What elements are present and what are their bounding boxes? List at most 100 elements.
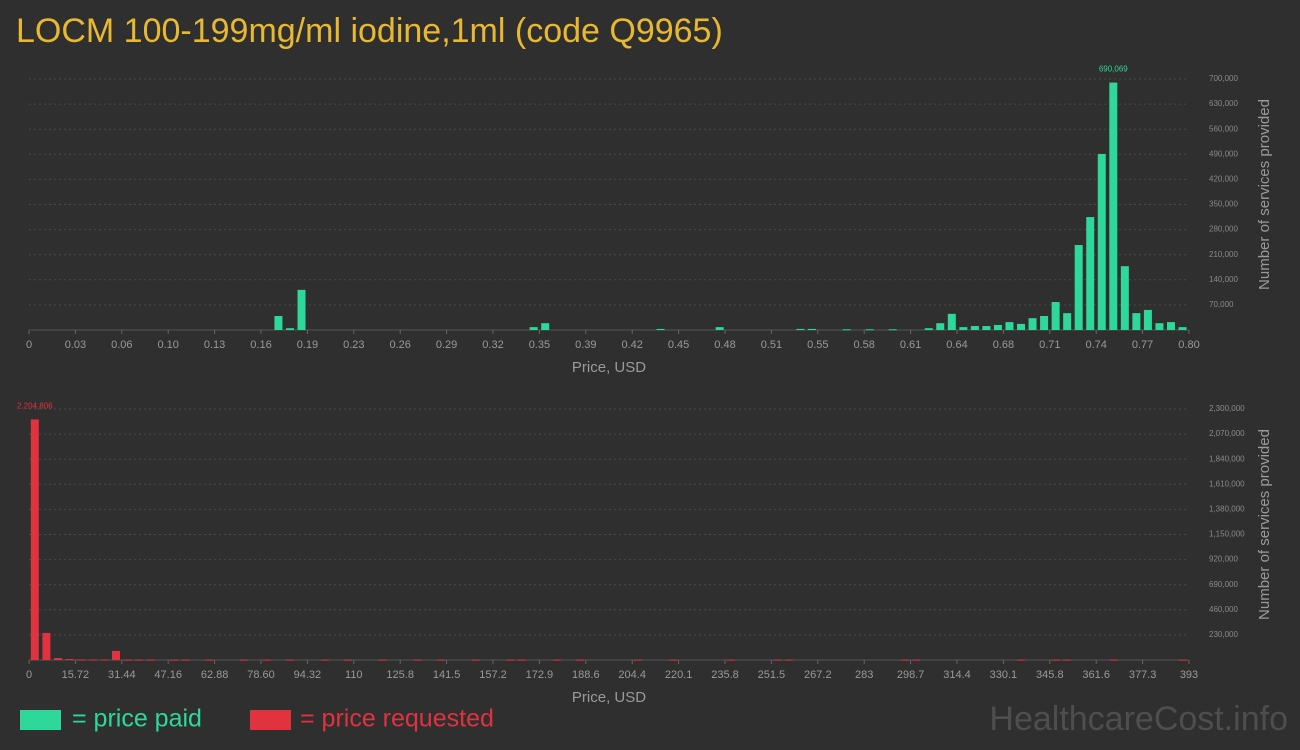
bar (715, 327, 724, 330)
bar (959, 327, 968, 330)
bar (1051, 659, 1060, 661)
x-tick-label: 0.16 (250, 339, 271, 351)
bar (100, 659, 109, 661)
y-tick-label: 210,000 (1209, 250, 1238, 259)
x-tick-label: 283 (855, 669, 873, 681)
bar (239, 659, 248, 661)
bar (344, 659, 352, 661)
bar (993, 324, 1002, 330)
y-tick-label: 490,000 (1209, 149, 1238, 158)
bar (1074, 245, 1083, 330)
x-tick-label: 0.51 (761, 339, 782, 351)
y-tick-label: 1,840,000 (1209, 454, 1245, 463)
bar (541, 323, 550, 330)
legend-label: = price requested (300, 705, 494, 733)
x-tick-label: 0.45 (668, 339, 689, 351)
x-tick-label: 0.42 (621, 339, 642, 351)
data-label: 690,069 (1099, 65, 1128, 74)
x-tick-label: 78.60 (247, 669, 275, 681)
bar (413, 659, 422, 661)
x-tick-label: 0.39 (575, 339, 596, 351)
bar (970, 326, 979, 330)
bar (1109, 659, 1118, 661)
bar (320, 659, 329, 661)
bar (123, 659, 132, 661)
y-tick-label: 140,000 (1209, 275, 1238, 284)
x-tick-label: 0.29 (436, 339, 457, 351)
bar (552, 659, 561, 661)
y-tick-label: 1,150,000 (1209, 530, 1245, 539)
x-tick-label: 0.74 (1085, 339, 1106, 351)
bar (297, 289, 306, 330)
x-tick-label: 314.4 (943, 669, 971, 681)
y-tick-label: 690,000 (1209, 580, 1238, 589)
y-axis-label: Number of services provided (1256, 429, 1273, 620)
page-title: LOCM 100-199mg/ml iodine,1ml (code Q9965… (16, 12, 723, 50)
x-tick-label: 94.32 (294, 669, 322, 681)
y-tick-label: 560,000 (1209, 124, 1238, 133)
data-label: 2,204,806 (17, 401, 53, 410)
bar (65, 659, 74, 661)
x-tick-label: 0.55 (807, 339, 828, 351)
y-tick-label: 420,000 (1209, 175, 1238, 184)
x-tick-label: 0.64 (946, 339, 967, 351)
y-tick-label: 230,000 (1209, 630, 1238, 639)
x-tick-label: 0.68 (993, 339, 1014, 351)
bar (1179, 659, 1188, 661)
bar (726, 659, 735, 661)
bar (936, 323, 945, 330)
x-tick-label: 0.13 (204, 339, 225, 351)
bar (796, 328, 805, 330)
bar (1166, 322, 1175, 330)
bar (1040, 316, 1049, 330)
bar (181, 659, 190, 661)
x-tick-label: 0.23 (343, 339, 364, 351)
x-tick-label: 0 (26, 339, 32, 351)
bar (1178, 327, 1187, 330)
y-tick-label: 2,070,000 (1209, 429, 1245, 438)
bar (656, 328, 665, 330)
bar (576, 659, 584, 661)
x-tick-label: 330.1 (990, 669, 1018, 681)
y-tick-label: 1,610,000 (1209, 479, 1245, 488)
bar (274, 316, 283, 330)
bar (1017, 323, 1026, 330)
bar (773, 659, 782, 661)
x-tick-label: 15.72 (62, 669, 90, 681)
bar (1016, 659, 1025, 661)
y-tick-label: 70,000 (1209, 300, 1234, 309)
bar (1063, 313, 1072, 330)
y-tick-label: 1,380,000 (1209, 505, 1245, 514)
bar (146, 659, 155, 661)
x-tick-label: 0.61 (900, 339, 921, 351)
bar (1120, 266, 1129, 330)
x-tick-label: 157.2 (479, 669, 507, 681)
y-tick-label: 920,000 (1209, 555, 1238, 564)
x-tick-label: 110 (345, 669, 363, 681)
x-tick-label: 0.80 (1178, 339, 1199, 351)
x-tick-label: 0.48 (714, 339, 735, 351)
legend-swatch (20, 710, 61, 730)
x-tick-label: 0.26 (389, 339, 410, 351)
bar (1028, 318, 1037, 330)
x-tick-label: 345.8 (1036, 669, 1064, 681)
x-tick-label: 298.7 (897, 669, 925, 681)
bar (1132, 313, 1141, 330)
y-tick-label: 2,300,000 (1209, 404, 1245, 413)
bar (378, 659, 387, 661)
bar (529, 327, 538, 330)
bar (842, 329, 851, 331)
y-tick-label: 350,000 (1209, 200, 1238, 209)
x-tick-label: 377.3 (1129, 669, 1157, 681)
x-tick-label: 267.2 (804, 669, 832, 681)
x-tick-label: 0.06 (111, 339, 132, 351)
bar (1109, 82, 1118, 330)
x-tick-label: 0.03 (65, 339, 86, 351)
bar (204, 659, 213, 661)
y-tick-label: 280,000 (1209, 225, 1238, 234)
x-tick-label: 62.88 (201, 669, 229, 681)
bar (471, 659, 480, 661)
bar (888, 329, 897, 331)
